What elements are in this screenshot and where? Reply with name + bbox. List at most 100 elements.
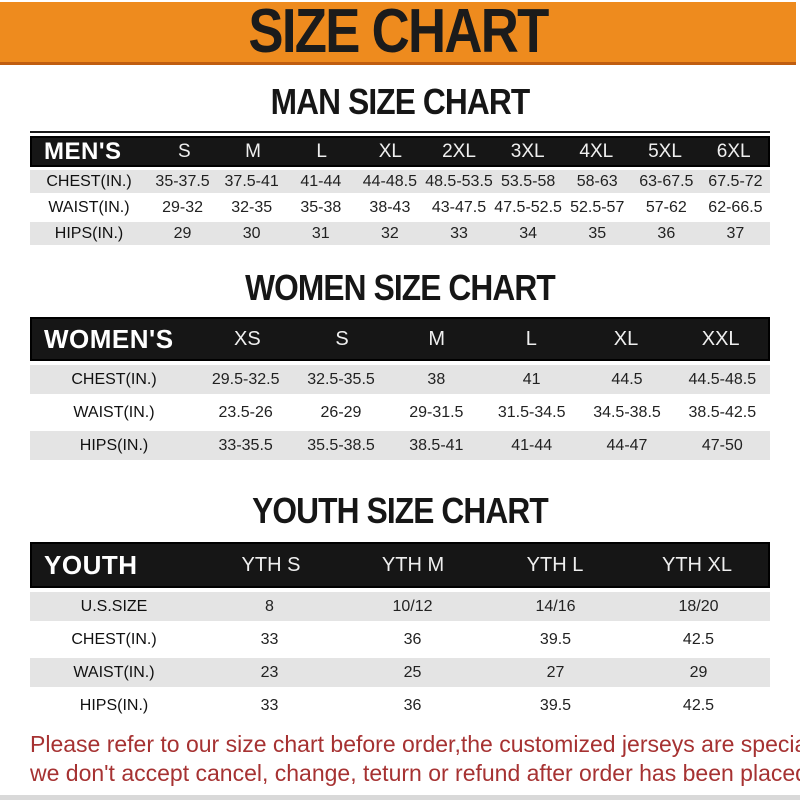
table-row: WAIST(IN.) 29-32 32-35 35-38 38-43 43-47.5 47.… bbox=[30, 196, 770, 219]
size-value-cell: 29.5-32.5 bbox=[211, 370, 280, 388]
men-size-table: MEN'S S M L XL 2XL 3XL 4XL 5XL 6XL CHEST(IN.) 35-37… bbox=[30, 131, 770, 245]
size-header-cell: M bbox=[245, 141, 261, 162]
size-value-cell: 44-48.5 bbox=[362, 172, 418, 190]
size-value-cell: 63-67.5 bbox=[639, 172, 694, 190]
notice-line-1: Please refer to our size chart before or… bbox=[30, 731, 800, 757]
size-value-cell: 8 bbox=[265, 597, 274, 615]
size-header-cell: YTH XL bbox=[661, 553, 733, 576]
size-header-cell: YTH S bbox=[241, 553, 301, 576]
size-header-cell: XXL bbox=[701, 327, 740, 350]
size-value-cell: 26-29 bbox=[320, 403, 362, 421]
size-value-cell: 18/20 bbox=[678, 597, 719, 615]
size-value-cell: 14/16 bbox=[535, 597, 576, 615]
table-row: CHEST(IN.) 33 36 39.5 42.5 bbox=[30, 625, 770, 654]
row-label: CHEST(IN.) bbox=[71, 630, 157, 648]
size-value-cell: 31 bbox=[311, 224, 330, 242]
size-header-cell: 5XL bbox=[648, 141, 682, 162]
size-value-cell: 30 bbox=[242, 224, 261, 242]
size-value-cell: 10/12 bbox=[392, 597, 433, 615]
size-value-cell: 32 bbox=[380, 224, 399, 242]
row-label: HIPS(IN.) bbox=[54, 224, 124, 242]
size-value-cell: 41-44 bbox=[511, 436, 553, 454]
row-label: WAIST(IN.) bbox=[73, 403, 155, 421]
size-value-cell: 38 bbox=[427, 370, 446, 388]
row-label: HIPS(IN.) bbox=[79, 696, 149, 714]
size-value-cell: 38.5-42.5 bbox=[688, 403, 757, 421]
size-value-cell: 33 bbox=[260, 630, 279, 648]
size-value-cell: 27 bbox=[546, 663, 565, 681]
size-value-cell: 44.5-48.5 bbox=[688, 370, 757, 388]
row-label: WAIST(IN.) bbox=[73, 663, 155, 681]
size-header-cell: 2XL bbox=[442, 141, 476, 162]
size-header-cell: M bbox=[428, 327, 445, 350]
table-header-row: MEN'S S M L XL 2XL 3XL 4XL 5XL 6XL bbox=[30, 136, 770, 167]
section-women: WOMEN SIZE CHART WOMEN'S XS S M L XL XXL CHEST(… bbox=[0, 269, 800, 460]
table-header-row: WOMEN'S XS S M L XL XXL bbox=[30, 317, 770, 361]
row-label: CHEST(IN.) bbox=[46, 172, 132, 190]
table-header-row: YOUTH YTH S YTH M YTH L YTH XL bbox=[30, 542, 770, 588]
size-value-cell: 44-47 bbox=[606, 436, 648, 454]
size-value-cell: 29-31.5 bbox=[409, 403, 464, 421]
size-value-cell: 23.5-26 bbox=[218, 403, 273, 421]
size-value-cell: 35-37.5 bbox=[155, 172, 210, 190]
women-size-table: WOMEN'S XS S M L XL XXL CHEST(IN.) 29.5-32.5 32.5… bbox=[30, 317, 770, 460]
youth-section-heading: YOUTH SIZE CHART bbox=[0, 492, 800, 530]
banner: SIZE CHART bbox=[0, 0, 796, 66]
size-value-cell: 43-47.5 bbox=[431, 198, 487, 216]
size-value-cell: 32.5-35.5 bbox=[307, 370, 375, 388]
bottom-strip bbox=[0, 795, 800, 800]
size-value-cell: 42.5 bbox=[682, 630, 715, 648]
men-section-heading-text: MAN SIZE CHART bbox=[270, 81, 531, 122]
size-header-cell: L bbox=[316, 141, 327, 162]
size-value-cell: 35 bbox=[588, 224, 607, 242]
table-row: WAIST(IN.) 23 25 27 29 bbox=[30, 658, 770, 687]
size-value-cell: 36 bbox=[657, 224, 676, 242]
size-header-cell: XL bbox=[613, 327, 639, 350]
size-header-cell: YTH L bbox=[526, 553, 584, 576]
size-header-cell: S bbox=[177, 141, 191, 162]
table-row: HIPS(IN.) 33 36 39.5 42.5 bbox=[30, 691, 770, 720]
size-value-cell: 35.5-38.5 bbox=[307, 436, 375, 454]
women-section-heading-text: WOMEN SIZE CHART bbox=[245, 267, 556, 308]
size-value-cell: 39.5 bbox=[539, 630, 572, 648]
size-value-cell: 58-63 bbox=[576, 172, 618, 190]
size-value-cell: 48.5-53.5 bbox=[425, 172, 493, 190]
size-value-cell: 37.5-41 bbox=[224, 172, 279, 190]
size-value-cell: 36 bbox=[403, 630, 422, 648]
size-value-cell: 36 bbox=[403, 696, 422, 714]
size-value-cell: 29 bbox=[173, 224, 192, 242]
size-value-cell: 47.5-52.5 bbox=[494, 198, 562, 216]
table-row: CHEST(IN.) 29.5-32.5 32.5-35.5 38 41 44.5 44.5… bbox=[30, 365, 770, 394]
men-section-heading: MAN SIZE CHART bbox=[0, 83, 800, 121]
size-value-cell: 67.5-72 bbox=[708, 172, 763, 190]
size-value-cell: 52.5-57 bbox=[570, 198, 625, 216]
size-header-cell: 3XL bbox=[510, 141, 545, 162]
women-section-heading: WOMEN SIZE CHART bbox=[0, 269, 800, 307]
size-value-cell: 33-35.5 bbox=[218, 436, 273, 454]
size-value-cell: 38-43 bbox=[369, 198, 411, 216]
size-value-cell: 32-35 bbox=[231, 198, 273, 216]
table-row: HIPS(IN.) 29 30 31 32 33 34 35 36 37 bbox=[30, 222, 770, 245]
size-value-cell: 34 bbox=[519, 224, 537, 242]
size-value-cell: 44.5 bbox=[611, 370, 643, 388]
size-value-cell: 25 bbox=[403, 663, 422, 681]
size-value-cell: 39.5 bbox=[539, 696, 572, 714]
size-value-cell: 29 bbox=[689, 663, 708, 681]
table-row: WAIST(IN.) 23.5-26 26-29 29-31.5 31.5-34.5 34… bbox=[30, 398, 770, 427]
banner-title: SIZE CHART bbox=[248, 0, 549, 66]
size-value-cell: 41 bbox=[522, 370, 541, 388]
size-value-cell: 42.5 bbox=[682, 696, 715, 714]
section-men: MAN SIZE CHART MEN'S S M L XL 2XL 3XL 4XL 5XL 6XL… bbox=[0, 83, 800, 245]
table-row: U.S.SIZE 8 10/12 14/16 18/20 bbox=[30, 592, 770, 621]
notice-line-2: we don't accept cancel, change, teturn o… bbox=[30, 760, 800, 786]
size-value-cell: 47-50 bbox=[701, 436, 743, 454]
size-value-cell: 33 bbox=[260, 696, 279, 714]
youth-size-table: YOUTH YTH S YTH M YTH L YTH XL U.S.SIZE 8 10/12… bbox=[30, 542, 770, 720]
table-row: CHEST(IN.) 35-37.5 37.5-41 41-44 44-48.5 48.5… bbox=[30, 170, 770, 193]
size-header-cell: XL bbox=[378, 141, 402, 162]
table-title-cell: YOUTH bbox=[44, 549, 138, 580]
size-header-cell: L bbox=[525, 327, 537, 350]
size-header-cell: 6XL bbox=[716, 141, 751, 162]
size-value-cell: 37 bbox=[726, 224, 745, 242]
size-value-cell: 33 bbox=[450, 224, 468, 242]
